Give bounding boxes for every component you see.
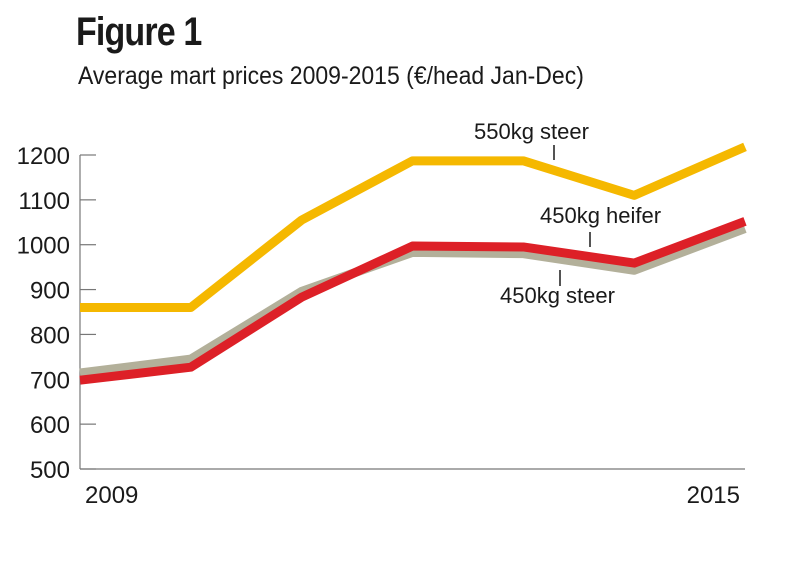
y-tick-label: 1000 [17, 233, 70, 260]
y-tick-label: 900 [30, 278, 70, 305]
series-label-450kg-heifer: 450kg heifer [540, 203, 661, 228]
y-tick-label: 700 [30, 367, 70, 394]
y-tick-label: 600 [30, 412, 70, 439]
series-line-550kg-steer [80, 142, 747, 313]
series-label-550kg-steer: 550kg steer [474, 119, 589, 144]
x-tick-label: 2009 [85, 482, 138, 509]
series-line-450kg-steer [79, 224, 747, 378]
y-tick-label: 1100 [18, 188, 70, 215]
chart-title: Figure 1 [76, 10, 202, 54]
series-line-450kg-heifer [79, 217, 747, 385]
series-label-450kg-steer: 450kg steer [500, 283, 615, 308]
chart-subtitle: Average mart prices 2009-2015 (€/head Ja… [78, 62, 584, 90]
x-tick-label: 2015 [687, 482, 740, 509]
y-tick-label: 1200 [17, 143, 70, 170]
y-tick-label: 500 [30, 457, 70, 484]
y-tick-label: 800 [30, 322, 70, 349]
